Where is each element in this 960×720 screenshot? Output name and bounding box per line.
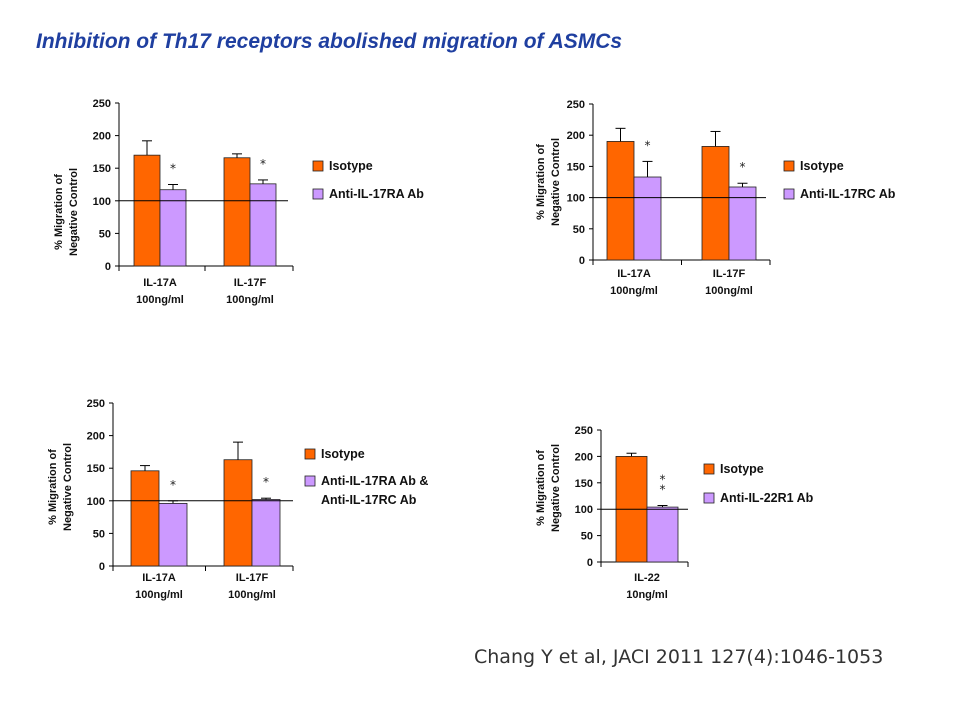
chart-il17rc: 0 50 100 150 200 250 % Migration of Negative Co…: [535, 99, 896, 297]
bar-antibody: [159, 189, 187, 267]
y-tick-label: 250: [567, 99, 585, 111]
y-axis-label: % Migration of Negative Control: [47, 443, 74, 531]
y-tick-label: 150: [87, 463, 105, 475]
legend-label: Isotype: [800, 159, 844, 173]
legend-label: Isotype: [720, 462, 764, 476]
legend-label: Anti-IL-22R1 Ab: [720, 491, 814, 505]
bar-antibody: [249, 183, 277, 267]
legend-swatch-isotype: [783, 160, 795, 172]
chart-il17ra: 0 50 100 150 200 250 % Migration of Negative Co…: [53, 98, 424, 306]
legend-swatch-isotype: [304, 448, 316, 460]
y-tick-label: 50: [573, 224, 585, 236]
y-tick-label: 150: [575, 478, 593, 490]
y-axis-label: % Migration of Negative Control: [535, 444, 562, 532]
y-tick-label: 250: [575, 425, 593, 437]
legend-swatch-antibody: [703, 492, 715, 504]
y-tick-label: 200: [567, 130, 585, 142]
legend-swatch-isotype: [703, 463, 715, 475]
x-category-label: IL-17F 100ng/ml: [226, 277, 274, 306]
chart-il22r1: 0 50 100 150 200 250 % Migration of Negative Co…: [535, 425, 814, 601]
y-tick-label: 50: [581, 531, 593, 543]
significance-asterisk: *: [263, 475, 269, 489]
y-tick-label: 0: [587, 557, 593, 569]
legend-label: Anti-IL-17RA Ab: [329, 187, 424, 201]
y-axis-label: % Migration of Negative Control: [535, 138, 562, 226]
x-category-label: IL-17F 100ng/ml: [228, 572, 276, 601]
y-tick-label: 100: [575, 504, 593, 516]
y-tick-label: 100: [93, 196, 111, 208]
bar-isotype: [223, 157, 251, 267]
legend-swatch-antibody: [312, 188, 324, 200]
bar-antibody: [251, 499, 281, 567]
x-category-label: IL-17A 100ng/ml: [136, 277, 184, 306]
y-tick-label: 0: [99, 561, 105, 573]
y-tick-label: 200: [87, 431, 105, 443]
x-category-label: IL-17A 100ng/ml: [135, 572, 183, 601]
x-category-label: IL-17F 100ng/ml: [705, 268, 753, 297]
bar-isotype: [133, 154, 161, 267]
legend-swatch-isotype: [312, 160, 324, 172]
significance-asterisk: *: [740, 160, 746, 174]
bar-isotype: [130, 470, 160, 567]
y-tick-label: 0: [579, 255, 585, 267]
legend-label: Isotype: [321, 447, 365, 461]
chart-il17ra-rc: 0 50 100 150 200 250 % Migration of Negative Co…: [47, 398, 428, 601]
x-category-label: IL-17A 100ng/ml: [610, 268, 658, 297]
significance-asterisk: *: [260, 157, 266, 171]
y-tick-label: 250: [87, 398, 105, 410]
y-tick-label: 200: [575, 451, 593, 463]
bar-antibody: [633, 176, 662, 261]
y-tick-label: 100: [87, 496, 105, 508]
significance-asterisk: *: [170, 478, 176, 492]
legend-label: Isotype: [329, 159, 373, 173]
y-tick-label: 100: [567, 193, 585, 205]
bar-isotype: [606, 141, 635, 261]
y-tick-label: 250: [93, 98, 111, 110]
y-axis-label: % Migration of Negative Control: [53, 168, 80, 256]
y-tick-label: 150: [567, 161, 585, 173]
bar-antibody: [646, 506, 679, 563]
y-tick-label: 150: [93, 163, 111, 175]
slide-title: Inhibition of Th17 receptors abolished m…: [36, 30, 623, 53]
x-category-label: IL-22 10ng/ml: [626, 572, 668, 601]
bar-isotype: [701, 146, 730, 261]
legend-swatch-antibody: [304, 475, 316, 487]
bar-isotype: [223, 459, 253, 567]
bar-antibody: [158, 503, 188, 567]
significance-asterisk: *: [645, 138, 651, 152]
legend-label: Anti-IL-17RC Ab: [800, 187, 896, 201]
y-tick-label: 200: [93, 131, 111, 143]
legend-swatch-antibody: [783, 188, 795, 200]
citation: Chang Y et al, JACI 2011 127(4):1046-105…: [474, 646, 884, 668]
legend-label: Anti-IL-17RA Ab & Anti-IL-17RC Ab: [321, 474, 428, 507]
significance-asterisk: * *: [660, 473, 666, 497]
y-tick-label: 50: [99, 228, 111, 240]
y-tick-label: 50: [93, 528, 105, 540]
significance-asterisk: *: [170, 162, 176, 176]
y-tick-label: 0: [105, 261, 111, 273]
